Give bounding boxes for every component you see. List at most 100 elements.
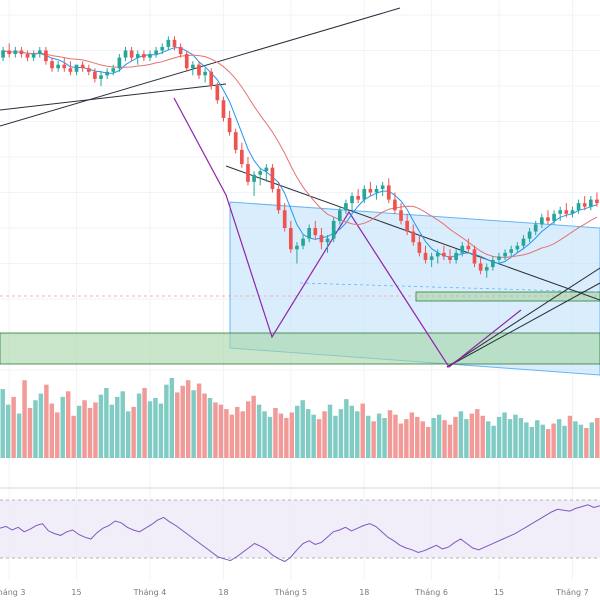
volume-bar — [409, 412, 415, 458]
candle-body — [368, 188, 373, 193]
volume-bar — [415, 416, 420, 458]
candle-body — [197, 64, 201, 76]
volume-bar — [55, 412, 60, 458]
volume-bar — [131, 406, 136, 458]
candle-body — [233, 132, 238, 150]
candle-body — [172, 39, 177, 47]
candle-body — [62, 64, 67, 69]
volume-bar — [158, 403, 164, 458]
volume-bar — [453, 416, 458, 458]
volume-bar — [256, 404, 262, 458]
candle-body — [154, 50, 158, 55]
volume-bar — [447, 424, 453, 458]
volume-bar — [458, 411, 464, 458]
volume-bar — [245, 401, 251, 458]
candle-body — [515, 245, 520, 250]
volume-bar — [235, 406, 240, 458]
volume-bar — [420, 421, 425, 458]
candle-body — [540, 217, 544, 225]
candle-body — [374, 188, 379, 193]
candle-body — [582, 203, 587, 207]
candle-body — [503, 252, 507, 257]
candle-body — [356, 196, 360, 200]
candle-body — [350, 196, 354, 204]
candle-body — [380, 185, 385, 189]
volume-bar — [529, 426, 535, 458]
volume-bar — [207, 398, 213, 458]
support-zone — [0, 332, 600, 365]
x-tick-label: Tháng 6 — [414, 588, 448, 597]
volume-bar — [524, 422, 529, 458]
candle-body — [86, 68, 91, 72]
candle-body — [478, 263, 483, 271]
candle-body — [417, 242, 422, 253]
volume-bar — [327, 404, 333, 458]
candle-body — [19, 50, 24, 55]
candle-body — [491, 259, 495, 268]
volume-bar — [502, 412, 507, 458]
volume-bar — [311, 414, 316, 458]
volume-bar — [273, 408, 278, 458]
volume-bar — [496, 416, 502, 458]
volume-bar — [136, 393, 142, 458]
candle-body — [497, 256, 501, 260]
candle-body — [227, 117, 232, 133]
volume-bar — [229, 414, 235, 458]
volume-bar — [44, 384, 49, 458]
candle-body — [135, 54, 140, 58]
volume-bar — [300, 400, 305, 458]
volume-bar — [535, 420, 540, 458]
volume-bar — [213, 402, 218, 458]
candle-body — [148, 54, 152, 58]
volume-bar — [284, 418, 289, 458]
volume-bar — [196, 383, 202, 458]
volume-bar — [436, 414, 442, 458]
volume-bar — [573, 421, 578, 458]
candle-body — [37, 50, 42, 55]
candle-body — [99, 75, 103, 79]
volume-bar — [578, 424, 584, 458]
candle-body — [56, 64, 60, 69]
volume-bar — [65, 391, 71, 458]
candle-body — [558, 210, 563, 214]
volume-bar — [175, 392, 180, 458]
candle-body — [252, 174, 256, 182]
volume-bar — [71, 415, 76, 458]
candle-body — [472, 249, 477, 264]
volume-bar — [289, 412, 295, 458]
candle-body — [111, 68, 116, 72]
volume-bar — [349, 405, 355, 458]
volume-bar — [98, 394, 104, 458]
volume-bar — [540, 424, 545, 458]
candle-body — [117, 57, 122, 69]
volume-bar — [76, 405, 82, 458]
volume-bar — [185, 380, 191, 458]
candle-body — [344, 203, 348, 211]
candle-body — [25, 54, 30, 58]
ascending-trendline-2 — [446, 282, 600, 368]
volume-bar — [115, 396, 120, 458]
x-tick-label: Tháng 5 — [273, 588, 307, 597]
volume-bar — [551, 423, 556, 458]
candle-body — [448, 256, 452, 260]
candle-body — [393, 199, 397, 211]
x-tick-label: Tháng 3 — [0, 588, 26, 597]
volume-bar — [224, 409, 229, 458]
volume-bar — [338, 409, 344, 458]
candle-body — [270, 167, 275, 189]
ascending-trendline-1 — [446, 267, 600, 368]
descending-channel — [229, 201, 600, 376]
candle-body — [264, 167, 269, 172]
candle-body — [509, 249, 514, 253]
volume-bar — [278, 413, 284, 458]
candle-body — [325, 238, 330, 243]
volume-bar — [518, 418, 524, 458]
volume-bar — [556, 419, 562, 458]
candle-body — [166, 39, 171, 47]
lower-trendline — [0, 83, 227, 111]
candle-body — [105, 71, 109, 76]
volume-bar — [295, 405, 300, 458]
x-tick-label: Tháng 7 — [555, 588, 589, 597]
